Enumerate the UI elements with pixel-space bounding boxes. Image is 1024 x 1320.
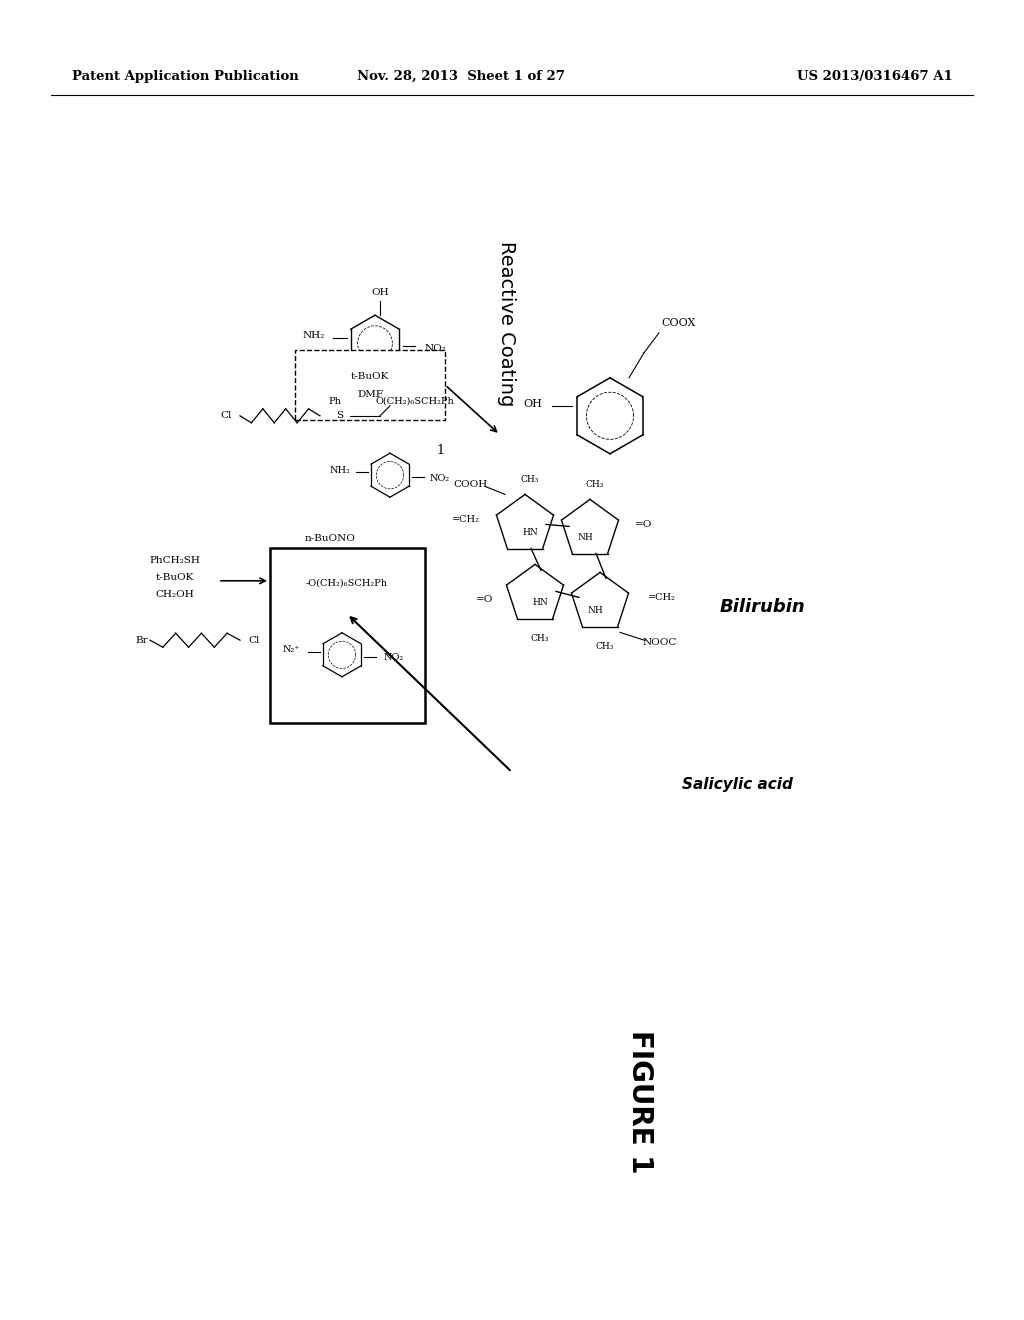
Text: US 2013/0316467 A1: US 2013/0316467 A1 (797, 70, 952, 83)
Text: Bilirubin: Bilirubin (720, 598, 806, 616)
Text: NO₂: NO₂ (430, 474, 451, 483)
Text: HN: HN (522, 528, 538, 537)
Text: CH₂OH: CH₂OH (156, 590, 195, 599)
Text: =O: =O (475, 595, 493, 603)
Text: NOOC: NOOC (643, 638, 677, 647)
Text: Nov. 28, 2013  Sheet 1 of 27: Nov. 28, 2013 Sheet 1 of 27 (356, 70, 565, 83)
Text: NH₂: NH₂ (303, 331, 325, 339)
Bar (270, 548, 425, 723)
Text: CH₃: CH₃ (586, 480, 604, 490)
Text: -O(CH₂)₆SCH₂Ph: -O(CH₂)₆SCH₂Ph (306, 578, 388, 587)
Text: FIGURE 1: FIGURE 1 (626, 1031, 654, 1173)
Text: t-BuOK: t-BuOK (156, 573, 195, 582)
Text: NH₂: NH₂ (329, 466, 350, 475)
Text: O(CH₂)₆SCH₂Ph: O(CH₂)₆SCH₂Ph (376, 396, 455, 405)
Text: N₂⁺: N₂⁺ (283, 645, 300, 655)
Text: HN: HN (532, 598, 548, 607)
Text: =CH₂: =CH₂ (453, 515, 480, 524)
Text: Patent Application Publication: Patent Application Publication (72, 70, 298, 83)
Text: n-BuONO: n-BuONO (304, 535, 355, 544)
Text: DMF: DMF (357, 391, 383, 400)
Text: 1: 1 (436, 444, 444, 457)
Text: S: S (337, 412, 344, 420)
Text: NO₂: NO₂ (425, 343, 446, 352)
Text: PhCH₂SH: PhCH₂SH (150, 556, 201, 565)
Text: Cl: Cl (248, 636, 259, 644)
Text: Salicylic acid: Salicylic acid (682, 776, 793, 792)
Text: COOH: COOH (453, 480, 487, 488)
Text: NH: NH (587, 606, 603, 615)
Text: Br: Br (135, 636, 148, 644)
Text: CH₃: CH₃ (596, 643, 614, 651)
Text: =O: =O (635, 520, 652, 529)
Text: CH₃: CH₃ (521, 475, 540, 484)
Text: Ph: Ph (328, 397, 341, 407)
Text: t-BuOK: t-BuOK (351, 372, 389, 381)
Text: =CH₂: =CH₂ (648, 593, 676, 602)
Text: COOX: COOX (662, 318, 696, 327)
Text: Cl: Cl (220, 412, 232, 420)
Text: Reactive Coating: Reactive Coating (498, 240, 516, 407)
Text: NH: NH (578, 533, 593, 543)
Text: OH: OH (371, 288, 389, 297)
Text: CH₃: CH₃ (530, 635, 549, 643)
Text: OH: OH (523, 399, 542, 409)
Text: NO₂: NO₂ (384, 653, 404, 663)
Bar (295, 350, 445, 420)
